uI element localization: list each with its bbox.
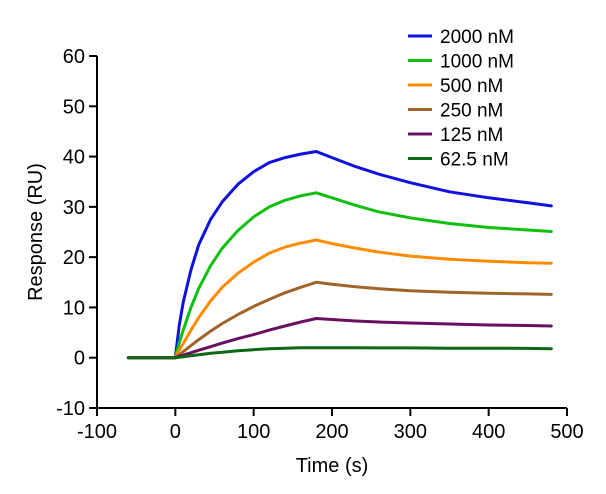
y-tick-label: 60 <box>63 46 85 68</box>
legend: 2000 nM 1000 nM 500 nM 250 nM 125 nM 62.5 nM <box>408 27 514 171</box>
x-tick-label: -100 <box>77 421 117 443</box>
x-axis-title: Time (s) <box>296 455 369 477</box>
y-axis-ticks: -10 0 10 20 30 40 50 60 <box>56 46 97 420</box>
y-tick-label: 0 <box>74 348 85 370</box>
y-tick-label: -10 <box>56 398 85 420</box>
y-tick-label: 30 <box>63 197 85 219</box>
series-line <box>126 150 553 360</box>
legend-label: 2000 nM <box>440 27 514 48</box>
x-tick-label: 0 <box>170 421 181 443</box>
x-tick-label: 100 <box>237 421 270 443</box>
x-tick-label: 300 <box>394 421 427 443</box>
y-axis-title: Response (RU) <box>25 163 47 301</box>
y-tick-label: 20 <box>63 247 85 269</box>
legend-label: 125 nM <box>440 125 503 146</box>
x-tick-label: 500 <box>550 421 583 443</box>
x-tick-label: 200 <box>315 421 348 443</box>
x-axis-ticks: -100 0 100 200 300 400 500 <box>77 408 584 443</box>
legend-label: 1000 nM <box>440 52 514 73</box>
y-tick-label: 50 <box>63 96 85 118</box>
series-lines <box>126 150 553 360</box>
y-tick-label: 40 <box>63 147 85 169</box>
series-line <box>126 346 553 360</box>
legend-label: 500 nM <box>440 76 503 97</box>
y-tick-label: 10 <box>63 297 85 319</box>
legend-label: 62.5 nM <box>440 150 509 171</box>
legend-label: 250 nM <box>440 101 503 122</box>
series-line <box>126 317 553 360</box>
x-tick-label: 400 <box>472 421 505 443</box>
series-line <box>126 238 553 360</box>
series-line <box>126 191 553 360</box>
series-line <box>126 280 553 360</box>
